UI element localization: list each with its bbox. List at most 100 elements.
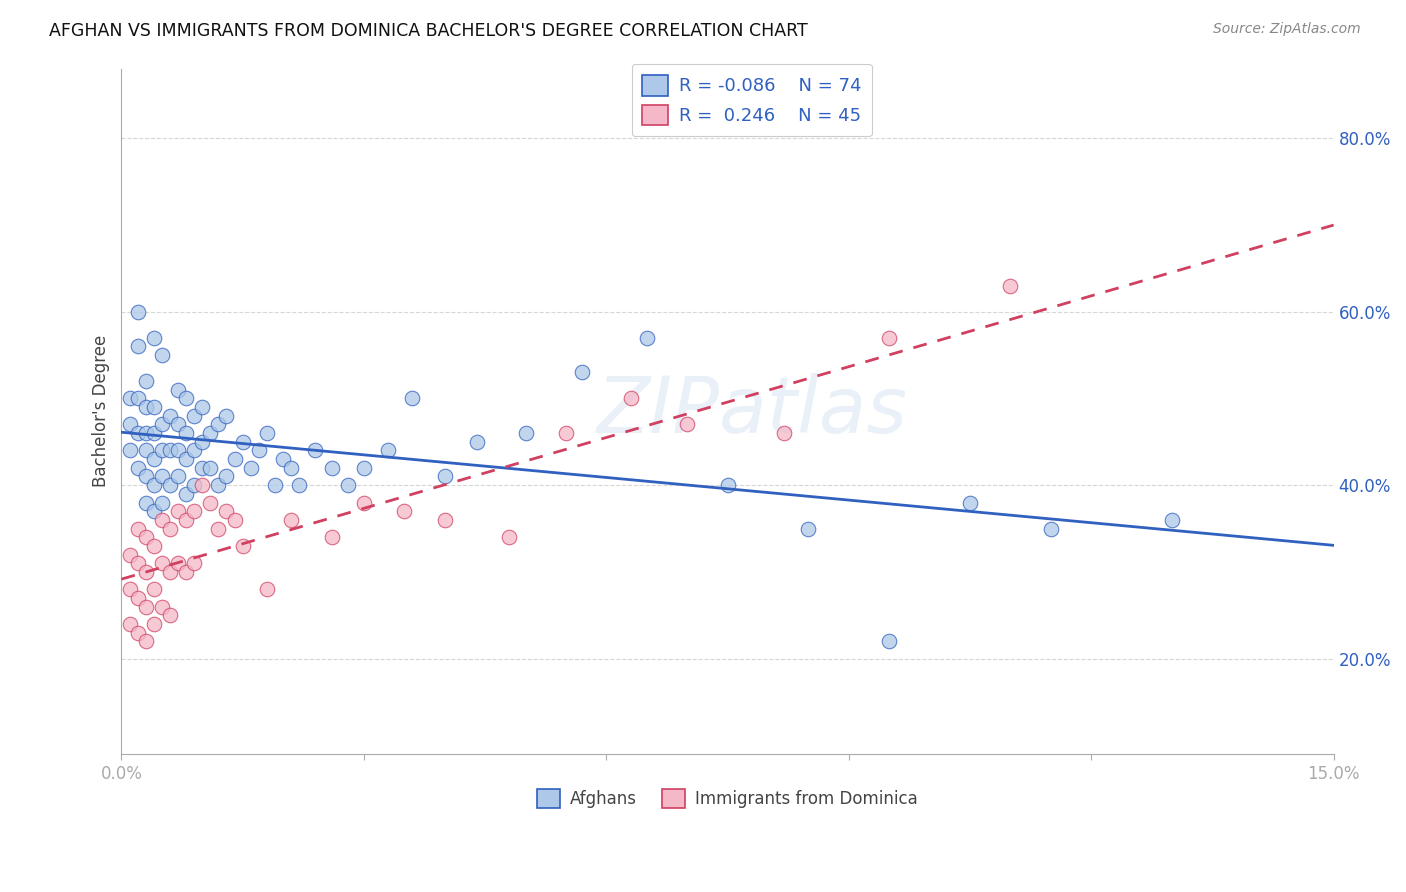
Point: [224, 452, 246, 467]
Point: [135, 425, 157, 440]
Point: [676, 417, 699, 432]
Point: [142, 425, 165, 440]
Point: [797, 522, 820, 536]
Point: [353, 495, 375, 509]
Point: [167, 443, 190, 458]
Point: [159, 522, 181, 536]
Point: [959, 495, 981, 509]
Point: [167, 383, 190, 397]
Point: [142, 504, 165, 518]
Point: [1161, 513, 1184, 527]
Point: [159, 443, 181, 458]
Point: [215, 409, 238, 423]
Text: Source: ZipAtlas.com: Source: ZipAtlas.com: [1213, 22, 1361, 37]
Point: [619, 392, 641, 406]
Point: [232, 434, 254, 449]
Point: [142, 478, 165, 492]
Point: [127, 460, 149, 475]
Point: [150, 443, 173, 458]
Point: [183, 556, 205, 570]
Point: [174, 565, 197, 579]
Point: [200, 495, 222, 509]
Point: [150, 417, 173, 432]
Point: [571, 365, 593, 379]
Point: [150, 513, 173, 527]
Point: [200, 425, 222, 440]
Y-axis label: Bachelor's Degree: Bachelor's Degree: [93, 335, 110, 488]
Point: [280, 513, 302, 527]
Point: [159, 409, 181, 423]
Point: [159, 565, 181, 579]
Point: [118, 548, 141, 562]
Point: [191, 460, 214, 475]
Point: [118, 417, 141, 432]
Point: [515, 425, 537, 440]
Point: [135, 634, 157, 648]
Point: [174, 425, 197, 440]
Point: [465, 434, 488, 449]
Legend: Afghans, Immigrants from Dominica: Afghans, Immigrants from Dominica: [530, 782, 925, 814]
Point: [433, 469, 456, 483]
Point: [498, 530, 520, 544]
Point: [401, 392, 423, 406]
Point: [200, 460, 222, 475]
Point: [183, 409, 205, 423]
Point: [135, 599, 157, 614]
Point: [135, 495, 157, 509]
Point: [636, 330, 658, 344]
Point: [167, 417, 190, 432]
Point: [174, 392, 197, 406]
Point: [256, 582, 278, 597]
Point: [554, 425, 576, 440]
Point: [135, 400, 157, 414]
Point: [288, 478, 311, 492]
Point: [321, 530, 343, 544]
Point: [264, 478, 287, 492]
Point: [433, 513, 456, 527]
Point: [1039, 522, 1062, 536]
Point: [353, 460, 375, 475]
Point: [224, 513, 246, 527]
Text: ZIPatlas: ZIPatlas: [596, 374, 907, 450]
Point: [142, 539, 165, 553]
Point: [183, 478, 205, 492]
Point: [127, 556, 149, 570]
Point: [247, 443, 270, 458]
Point: [150, 556, 173, 570]
Point: [1000, 278, 1022, 293]
Point: [118, 443, 141, 458]
Point: [127, 591, 149, 605]
Point: [183, 504, 205, 518]
Point: [135, 565, 157, 579]
Point: [167, 504, 190, 518]
Point: [127, 625, 149, 640]
Point: [167, 556, 190, 570]
Point: [127, 392, 149, 406]
Point: [394, 504, 416, 518]
Point: [142, 452, 165, 467]
Point: [135, 443, 157, 458]
Point: [150, 348, 173, 362]
Point: [159, 478, 181, 492]
Point: [183, 443, 205, 458]
Point: [159, 608, 181, 623]
Point: [150, 469, 173, 483]
Point: [877, 330, 900, 344]
Point: [127, 522, 149, 536]
Point: [191, 478, 214, 492]
Point: [232, 539, 254, 553]
Point: [207, 417, 229, 432]
Point: [773, 425, 796, 440]
Point: [191, 400, 214, 414]
Point: [142, 582, 165, 597]
Point: [142, 617, 165, 632]
Point: [191, 434, 214, 449]
Point: [118, 617, 141, 632]
Point: [280, 460, 302, 475]
Point: [150, 599, 173, 614]
Point: [142, 400, 165, 414]
Point: [127, 304, 149, 318]
Point: [174, 513, 197, 527]
Point: [336, 478, 359, 492]
Point: [207, 522, 229, 536]
